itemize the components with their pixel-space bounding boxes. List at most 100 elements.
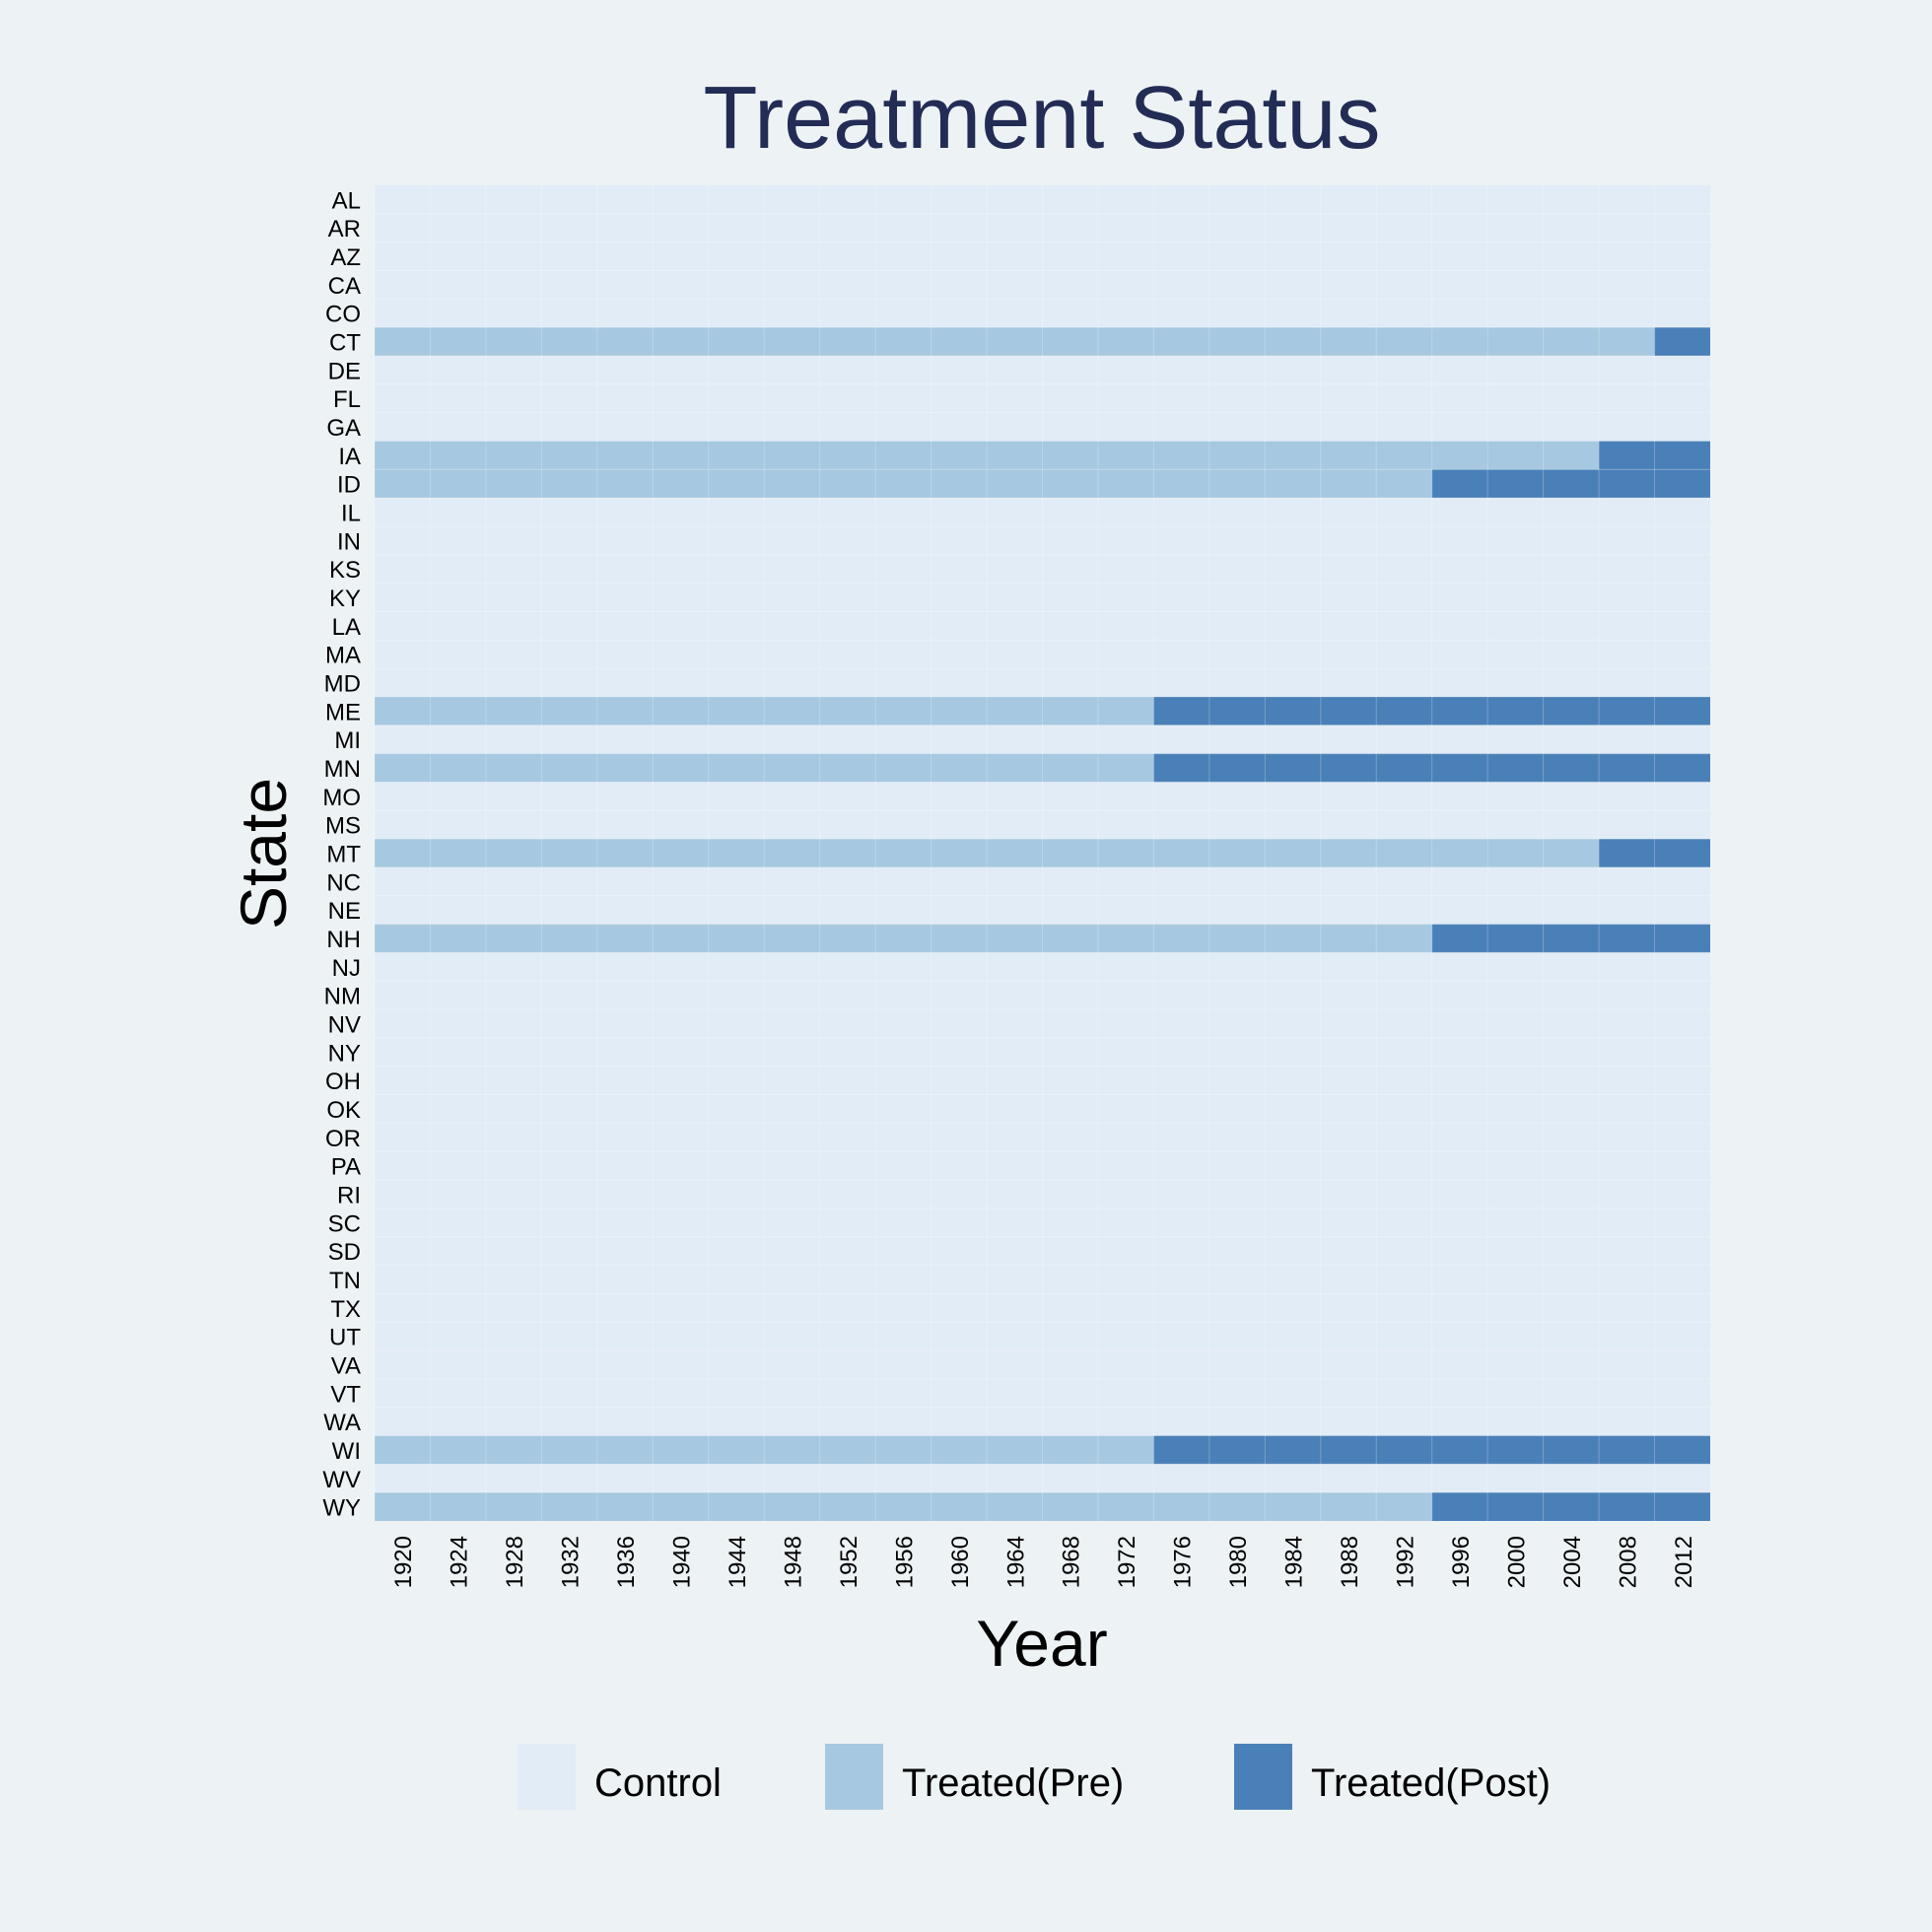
x-tick-1920: 1920 (390, 1536, 417, 1588)
y-tick-wv: WV (322, 1467, 361, 1493)
cell-nj-control (375, 952, 1710, 982)
y-tick-ok: OK (326, 1097, 361, 1124)
cell-nh-treated-post (1431, 924, 1710, 953)
cell-or-control (375, 1123, 1710, 1152)
y-tick-mn: MN (324, 756, 361, 783)
x-tick-1948: 1948 (780, 1536, 806, 1588)
cell-ok-control (375, 1094, 1710, 1124)
legend-label-treated-post: Treated(Post) (1311, 1761, 1551, 1805)
y-tick-az: AZ (330, 244, 361, 271)
x-tick-2000: 2000 (1503, 1536, 1530, 1588)
legend: Control Treated(Pre) Treated(Post) (518, 1744, 1551, 1810)
cell-id-treated-post (1431, 469, 1710, 499)
cell-me-treated-pre (375, 696, 1154, 725)
x-tick-2008: 2008 (1615, 1536, 1641, 1588)
cell-me-treated-post (1153, 696, 1710, 725)
cell-vt-control (375, 1378, 1710, 1408)
cell-il-control (375, 498, 1710, 526)
x-tick-1988: 1988 (1337, 1536, 1363, 1588)
y-tick-nc: NC (326, 869, 361, 896)
y-tick-co: CO (325, 302, 361, 328)
y-tick-ks: KS (329, 557, 361, 584)
y-tick-wy: WY (322, 1495, 361, 1522)
cell-nv-control (375, 1009, 1710, 1038)
y-tick-ia: IA (338, 444, 361, 470)
x-tick-1936: 1936 (613, 1536, 640, 1588)
y-tick-ar: AR (328, 216, 361, 242)
y-tick-ca: CA (328, 273, 361, 300)
cell-ut-control (375, 1322, 1710, 1351)
cell-wi-treated-pre (375, 1435, 1154, 1465)
x-axis-title: Year (976, 1607, 1107, 1680)
x-tick-1968: 1968 (1059, 1536, 1085, 1588)
x-tick-1964: 1964 (1002, 1536, 1029, 1588)
cell-mi-control (375, 724, 1710, 754)
cell-pa-control (375, 1151, 1710, 1181)
y-tick-ga: GA (326, 415, 361, 442)
x-tick-labels: 1920 1924 1928 1932 1936 1940 1944 1948 1952 1956… (390, 1536, 1697, 1588)
cell-nh-treated-pre (375, 924, 1432, 953)
cell-ar-control (375, 213, 1710, 242)
y-tick-ne: NE (328, 898, 361, 925)
y-tick-ct: CT (329, 330, 361, 357)
cell-mt-treated-post (1599, 839, 1710, 867)
cell-mn-treated-post (1153, 753, 1710, 783)
cell-wy-treated-post (1431, 1492, 1710, 1521)
cell-mn-treated-pre (375, 753, 1154, 783)
cell-ga-control (375, 412, 1710, 442)
cell-al-control (375, 185, 1710, 214)
y-tick-nm: NM (324, 984, 361, 1010)
legend-label-control: Control (594, 1761, 722, 1805)
x-tick-1960: 1960 (947, 1536, 974, 1588)
cell-tx-control (375, 1293, 1710, 1323)
y-tick-oh: OH (325, 1069, 361, 1095)
cell-nm-control (375, 981, 1710, 1010)
cell-ms-control (375, 810, 1710, 840)
x-tick-1976: 1976 (1170, 1536, 1197, 1588)
legend-swatch-treated-pre (825, 1744, 883, 1810)
x-tick-1932: 1932 (558, 1536, 585, 1588)
cell-fl-control (375, 383, 1710, 413)
cell-sc-control (375, 1208, 1710, 1237)
cell-ia-treated-post (1599, 441, 1710, 470)
cell-ne-control (375, 895, 1710, 925)
y-tick-labels: ALARAZCACOCTDEFLGAIAIDILINKSKYLAMAMDMEMI… (322, 187, 361, 1521)
y-tick-ny: NY (328, 1040, 361, 1067)
cell-id-treated-pre (375, 469, 1432, 499)
y-tick-mo: MO (322, 785, 361, 811)
y-tick-al: AL (332, 187, 361, 214)
y-tick-pa: PA (331, 1154, 361, 1181)
y-tick-wa: WA (323, 1410, 361, 1436)
cell-tn-control (375, 1265, 1710, 1294)
x-tick-1956: 1956 (891, 1536, 918, 1588)
x-tick-1924: 1924 (447, 1536, 473, 1588)
y-tick-ms: MS (325, 813, 361, 840)
y-tick-vt: VT (330, 1381, 361, 1408)
y-tick-id: ID (337, 472, 361, 499)
x-tick-1952: 1952 (836, 1536, 862, 1588)
x-tick-2004: 2004 (1559, 1536, 1586, 1588)
legend-label-treated-pre: Treated(Pre) (902, 1761, 1124, 1805)
y-tick-ky: KY (329, 586, 361, 612)
legend-swatch-control (518, 1744, 576, 1810)
cell-wi-treated-post (1153, 1435, 1710, 1465)
cell-mo-control (375, 782, 1710, 811)
x-tick-1972: 1972 (1114, 1536, 1140, 1588)
x-tick-1940: 1940 (669, 1536, 696, 1588)
x-tick-1928: 1928 (502, 1536, 528, 1588)
cell-co-control (375, 299, 1710, 328)
cell-ks-control (375, 554, 1710, 584)
x-tick-2012: 2012 (1671, 1536, 1697, 1588)
y-tick-tn: TN (329, 1268, 361, 1294)
cell-md-control (375, 668, 1710, 697)
cell-wy-treated-pre (375, 1492, 1432, 1521)
x-tick-1944: 1944 (724, 1536, 751, 1588)
cell-la-control (375, 611, 1710, 641)
cell-ia-treated-pre (375, 441, 1600, 470)
y-tick-va: VA (331, 1352, 361, 1379)
cell-de-control (375, 355, 1710, 384)
cell-wa-control (375, 1407, 1710, 1436)
x-tick-1980: 1980 (1225, 1536, 1252, 1588)
cell-nc-control (375, 866, 1710, 896)
